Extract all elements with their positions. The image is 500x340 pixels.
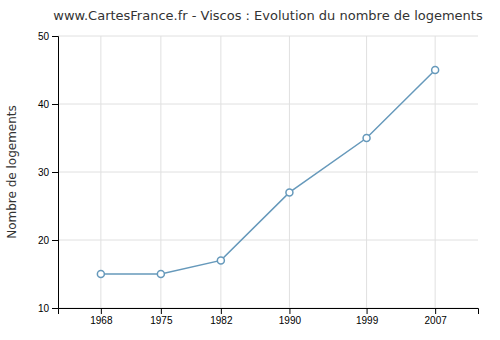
line <box>101 70 435 274</box>
tick: 1968 <box>90 308 113 326</box>
tick: 50 <box>38 31 58 42</box>
grid-line <box>220 36 221 308</box>
tick: 20 <box>38 235 58 246</box>
tick-label: 20 <box>38 235 50 246</box>
tick-mark <box>289 308 290 314</box>
grid-line <box>160 36 161 308</box>
x-axis: 1968 1975 1982 1990 1999 2007 <box>59 308 479 326</box>
grid-line <box>58 172 478 173</box>
tick-mark <box>52 36 58 37</box>
axis-line <box>59 309 479 315</box>
tick-label: 1982 <box>210 315 233 326</box>
tick: 1975 <box>150 308 173 326</box>
tick-mark <box>52 308 58 309</box>
tick-label: 1999 <box>356 315 379 326</box>
grid-line <box>100 36 101 308</box>
grid <box>58 36 478 308</box>
grid-line <box>58 36 478 37</box>
grid-line <box>58 240 478 241</box>
tick-label: 50 <box>38 31 50 42</box>
tick-mark <box>52 172 58 173</box>
tick-label: 10 <box>38 303 50 314</box>
tick: 1982 <box>210 308 233 326</box>
tick: 10 <box>38 303 58 314</box>
grid-line <box>435 36 436 308</box>
y-axis: 10 20 30 40 50 <box>38 31 59 314</box>
tick-mark <box>221 308 222 314</box>
y-axis-title: Nombre de logements <box>5 105 19 239</box>
chart: 1968 1975 1982 1990 1999 2007 10 20 30 40 50www.Ca… <box>0 0 500 340</box>
grid-line <box>58 104 478 105</box>
tick-label: 40 <box>38 99 50 110</box>
axis-line <box>52 37 59 309</box>
point <box>286 189 293 196</box>
tick-mark <box>435 308 436 314</box>
marks <box>97 67 438 278</box>
point <box>432 67 439 74</box>
grid-line <box>289 36 290 308</box>
tick-mark <box>52 240 58 241</box>
tick-label: 1990 <box>279 315 302 326</box>
point <box>363 135 370 142</box>
point <box>157 271 164 278</box>
point <box>97 271 104 278</box>
tick-mark <box>101 308 102 314</box>
tick-label: 2007 <box>425 315 448 326</box>
tick-label: 30 <box>38 167 50 178</box>
grid-line <box>366 36 367 308</box>
tick: 1990 <box>279 308 302 326</box>
tick-label: 1968 <box>90 315 113 326</box>
tick: 2007 <box>425 308 448 326</box>
point <box>217 257 224 264</box>
tick: 40 <box>38 99 58 110</box>
tick-mark <box>367 308 368 314</box>
plot: 1968 1975 1982 1990 1999 2007 10 20 30 40 50 <box>38 31 479 326</box>
tick-mark <box>52 104 58 105</box>
tick: 1999 <box>356 308 379 326</box>
tick-label: 1975 <box>150 315 173 326</box>
tick-mark <box>161 308 162 314</box>
tick: 30 <box>38 167 58 178</box>
title: www.CartesFrance.fr - Viscos : Evolution… <box>53 8 483 23</box>
